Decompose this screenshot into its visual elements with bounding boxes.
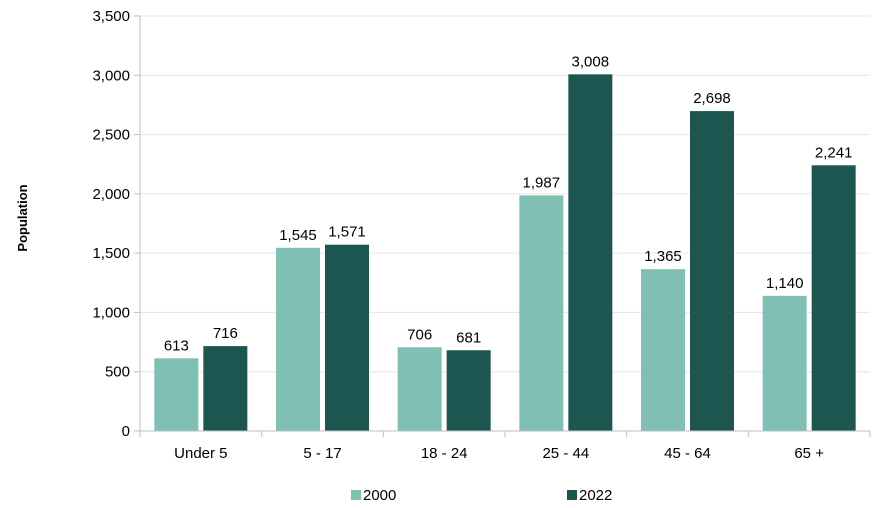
- data-label: 1,365: [644, 248, 682, 265]
- y-tick-label: 1,000: [92, 304, 130, 321]
- x-tick-label: 18 - 24: [421, 445, 468, 462]
- bars: 613 716 1,545 1,571 706 681 1,987 3,008 1,365 2,6…: [154, 53, 856, 431]
- data-label: 1,140: [766, 275, 804, 292]
- x-tick-label: Under 5: [174, 445, 227, 462]
- legend-label-2022: 2022: [579, 487, 612, 504]
- y-tick-label: 3,000: [92, 67, 130, 84]
- x-tick-label: 25 - 44: [542, 445, 589, 462]
- legend: 2000 2022: [351, 487, 612, 504]
- bar-2000: [762, 295, 807, 431]
- y-tick-label: 1,500: [92, 245, 130, 262]
- data-label: 1,545: [279, 227, 317, 244]
- bar-2022: [811, 165, 856, 431]
- y-tick-label: 2,500: [92, 127, 130, 144]
- bar-2022: [446, 350, 491, 431]
- data-label: 2,241: [815, 144, 853, 161]
- data-label: 3,008: [572, 53, 610, 70]
- bar-2022: [690, 111, 734, 431]
- bar-2000: [641, 269, 685, 431]
- x-tick-label: 65 +: [794, 445, 824, 462]
- gridlines: [140, 15, 870, 373]
- bar-2022: [568, 74, 613, 431]
- data-label: 716: [213, 325, 238, 342]
- data-label: 1,987: [523, 174, 561, 191]
- bar-2000: [154, 358, 199, 431]
- bar-2022: [325, 244, 369, 431]
- x-axis: Under 5 5 - 17 18 - 24 25 - 44 45 - 64 65 +: [139, 430, 871, 462]
- legend-swatch-2022: [567, 490, 577, 500]
- bar-2022: [203, 346, 248, 431]
- y-tick-label: 500: [105, 364, 130, 381]
- bar-2000: [519, 195, 564, 431]
- legend-label-2000: 2000: [363, 487, 396, 504]
- data-label: 2,698: [693, 90, 731, 107]
- data-label: 706: [407, 326, 432, 343]
- data-label: 1,571: [328, 224, 366, 241]
- x-tick-label: 5 - 17: [303, 445, 341, 462]
- y-tick-label: 3,500: [92, 8, 130, 25]
- data-label: 613: [164, 337, 189, 354]
- y-tick-label: 2,000: [92, 186, 130, 203]
- legend-swatch-2000: [351, 490, 361, 500]
- data-label: 681: [456, 329, 481, 346]
- bar-2000: [397, 347, 442, 431]
- y-tick-label: 0: [122, 423, 130, 440]
- x-tick-label: 45 - 64: [664, 445, 711, 462]
- y-axis-title: Population: [15, 184, 30, 251]
- y-axis: 0 500 1,000 1,500 2,000 2,500 3,000 3,500: [92, 8, 141, 440]
- bar-2000: [276, 247, 320, 431]
